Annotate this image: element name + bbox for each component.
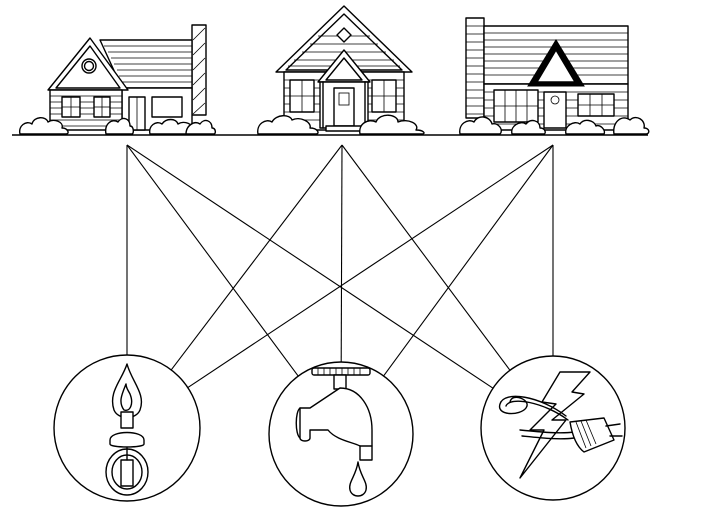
electric-plug-icon: [499, 371, 623, 479]
connection-house-2-electricity: [341, 144, 511, 371]
house-1: [18, 24, 217, 135]
house-3: [459, 17, 650, 135]
electricity-utility: [480, 355, 626, 501]
water-utility: [268, 361, 414, 507]
connection-house-3-water: [383, 144, 554, 377]
gas-flame-icon: [105, 363, 149, 496]
connection-house-3-gas: [187, 144, 554, 389]
house-2: [257, 5, 425, 135]
gas-utility: [53, 354, 201, 502]
connection-lines: [126, 144, 554, 389]
connection-house-1-water: [126, 144, 299, 377]
connection-house-2-water: [340, 144, 343, 363]
connection-house-2-gas: [170, 144, 343, 371]
connection-house-1-electricity: [126, 144, 494, 389]
water-faucet-icon: [295, 367, 373, 497]
